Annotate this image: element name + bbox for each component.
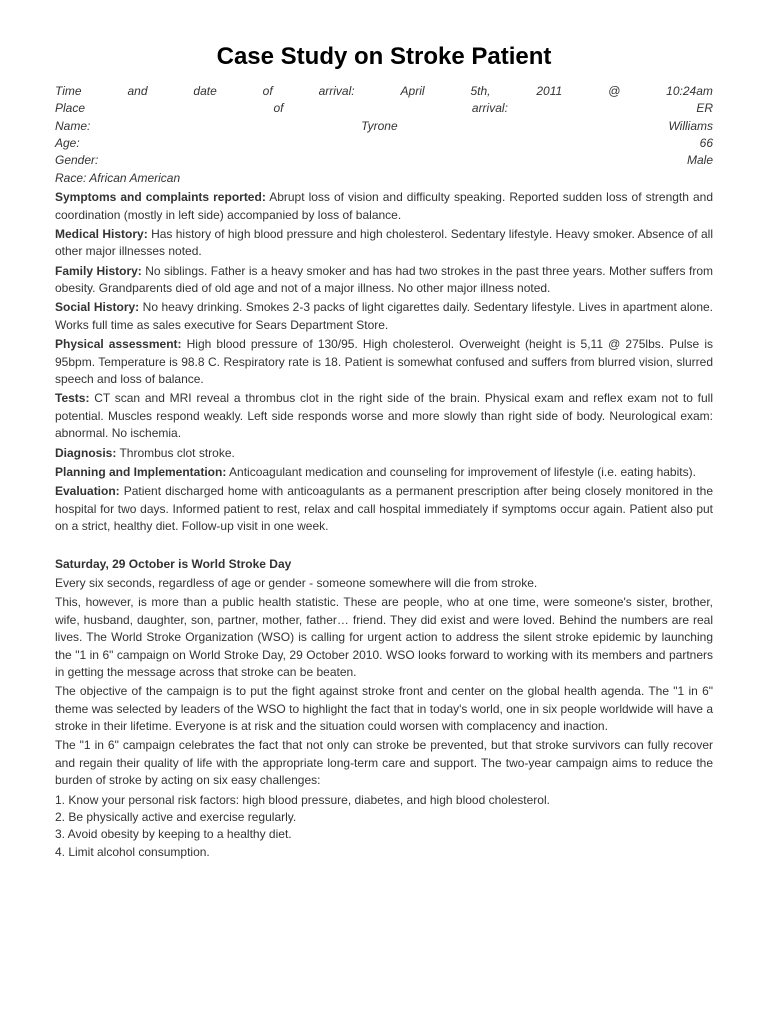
article-paragraph: Every six seconds, regardless of age or …: [55, 575, 713, 592]
intake-word: Gender:: [55, 152, 98, 169]
section-label: Planning and Implementation:: [55, 465, 226, 479]
intake-row-gender: Gender: Male: [55, 152, 713, 169]
intake-word: April: [401, 83, 425, 100]
intake-word: Place: [55, 100, 85, 117]
intake-word: 5th,: [470, 83, 490, 100]
section-text: CT scan and MRI reveal a thrombus clot i…: [55, 391, 713, 440]
section-label: Medical History:: [55, 227, 148, 241]
section-text: Thrombus clot stroke.: [116, 446, 235, 460]
intake-word: ER: [696, 100, 713, 117]
section-text: Has history of high blood pressure and h…: [55, 227, 713, 258]
section-planning: Planning and Implementation: Anticoagula…: [55, 464, 713, 481]
intake-row-race: Race: African American: [55, 170, 713, 187]
intake-word: 10:24am: [666, 83, 713, 100]
section-evaluation: Evaluation: Patient discharged home with…: [55, 483, 713, 535]
article-paragraph: This, however, is more than a public hea…: [55, 594, 713, 681]
intake-word: Williams: [668, 118, 713, 135]
section-text: No siblings. Father is a heavy smoker an…: [55, 264, 713, 295]
intake-row-place: Place of arrival: ER: [55, 100, 713, 117]
intake-word: Time: [55, 83, 82, 100]
list-item: 3. Avoid obesity by keeping to a healthy…: [55, 826, 713, 843]
section-diagnosis: Diagnosis: Thrombus clot stroke.: [55, 445, 713, 462]
intake-word: 66: [700, 135, 713, 152]
section-medical-history: Medical History: Has history of high blo…: [55, 226, 713, 261]
article-heading: Saturday, 29 October is World Stroke Day: [55, 556, 713, 573]
page-title: Case Study on Stroke Patient: [55, 40, 713, 75]
intake-word: date: [193, 83, 216, 100]
intake-word: arrival:: [472, 100, 508, 117]
intake-word: arrival:: [319, 83, 355, 100]
intake-word: @: [608, 83, 620, 100]
section-social-history: Social History: No heavy drinking. Smoke…: [55, 299, 713, 334]
intake-word: Male: [687, 152, 713, 169]
list-item: 4. Limit alcohol consumption.: [55, 844, 713, 861]
challenges-list: 1. Know your personal risk factors: high…: [55, 792, 713, 862]
intake-word: Age:: [55, 135, 80, 152]
section-text: Patient discharged home with anticoagula…: [55, 484, 713, 533]
section-text: Anticoagulant medication and counseling …: [226, 465, 696, 479]
intake-word: Name:: [55, 118, 90, 135]
intake-word: Tyrone: [361, 118, 397, 135]
intake-row-name: Name: Tyrone Williams: [55, 118, 713, 135]
intake-word: of: [273, 100, 283, 117]
section-physical-assessment: Physical assessment: High blood pressure…: [55, 336, 713, 388]
intake-word: 2011: [536, 83, 562, 100]
intake-row-datetime: Time and date of arrival: April 5th, 201…: [55, 83, 713, 100]
article-paragraph: The objective of the campaign is to put …: [55, 683, 713, 735]
article-paragraph: The "1 in 6" campaign celebrates the fac…: [55, 737, 713, 789]
section-label: Family History:: [55, 264, 142, 278]
section-label: Social History:: [55, 300, 139, 314]
section-tests: Tests: CT scan and MRI reveal a thrombus…: [55, 390, 713, 442]
section-symptoms: Symptoms and complaints reported: Abrupt…: [55, 189, 713, 224]
intake-word: of: [263, 83, 273, 100]
section-label: Tests:: [55, 391, 89, 405]
list-item: 1. Know your personal risk factors: high…: [55, 792, 713, 809]
intake-row-age: Age: 66: [55, 135, 713, 152]
section-label: Evaluation:: [55, 484, 120, 498]
section-label: Diagnosis:: [55, 446, 116, 460]
section-text: No heavy drinking. Smokes 2-3 packs of l…: [55, 300, 713, 331]
intake-word: and: [127, 83, 147, 100]
section-label: Symptoms and complaints reported:: [55, 190, 266, 204]
section-label: Physical assessment:: [55, 337, 182, 351]
list-item: 2. Be physically active and exercise reg…: [55, 809, 713, 826]
section-family-history: Family History: No siblings. Father is a…: [55, 263, 713, 298]
